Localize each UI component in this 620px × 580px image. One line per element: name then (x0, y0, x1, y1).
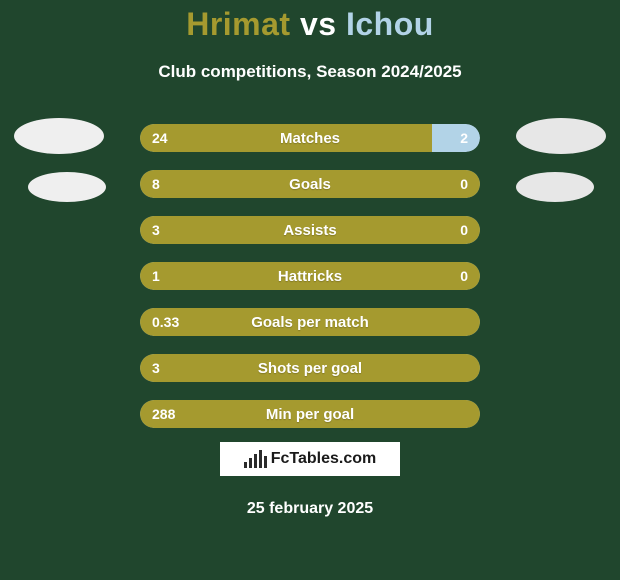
watermark-bar (264, 456, 267, 468)
title-left-player: Hrimat (186, 6, 290, 42)
stat-label: Goals (140, 170, 480, 198)
stat-label: Assists (140, 216, 480, 244)
stat-bars: 242Matches 80Goals 30Assists 10Hattricks 0.3… (140, 124, 480, 446)
left-player-avatar (14, 118, 104, 154)
watermark-bar (244, 462, 247, 468)
watermark: FcTables.com (220, 442, 400, 476)
stat-row: 30Assists (140, 216, 480, 244)
right-player-avatar (516, 118, 606, 154)
watermark-bar (254, 454, 257, 468)
stat-row: 80Goals (140, 170, 480, 198)
left-avatar-column (14, 118, 104, 220)
stat-row: 3Shots per goal (140, 354, 480, 382)
title-vs: vs (291, 6, 346, 42)
generated-date: 25 february 2025 (0, 500, 620, 518)
stat-label: Min per goal (140, 400, 480, 428)
right-club-badge (516, 172, 594, 202)
right-avatar-column (516, 118, 606, 220)
comparison-canvas: Hrimat vs Ichou Club competitions, Seaso… (0, 0, 620, 580)
title-right-player: Ichou (346, 6, 434, 42)
stat-label: Matches (140, 124, 480, 152)
stat-row: 242Matches (140, 124, 480, 152)
stat-label: Hattricks (140, 262, 480, 290)
stat-row: 10Hattricks (140, 262, 480, 290)
watermark-bars-icon (244, 450, 267, 468)
watermark-text: FcTables.com (271, 450, 377, 468)
page-title: Hrimat vs Ichou (0, 6, 620, 43)
subtitle: Club competitions, Season 2024/2025 (0, 62, 620, 82)
watermark-bar (249, 458, 252, 468)
stat-label: Shots per goal (140, 354, 480, 382)
stat-label: Goals per match (140, 308, 480, 336)
watermark-bar (259, 450, 262, 468)
left-club-badge (28, 172, 106, 202)
stat-row: 288Min per goal (140, 400, 480, 428)
stat-row: 0.33Goals per match (140, 308, 480, 336)
